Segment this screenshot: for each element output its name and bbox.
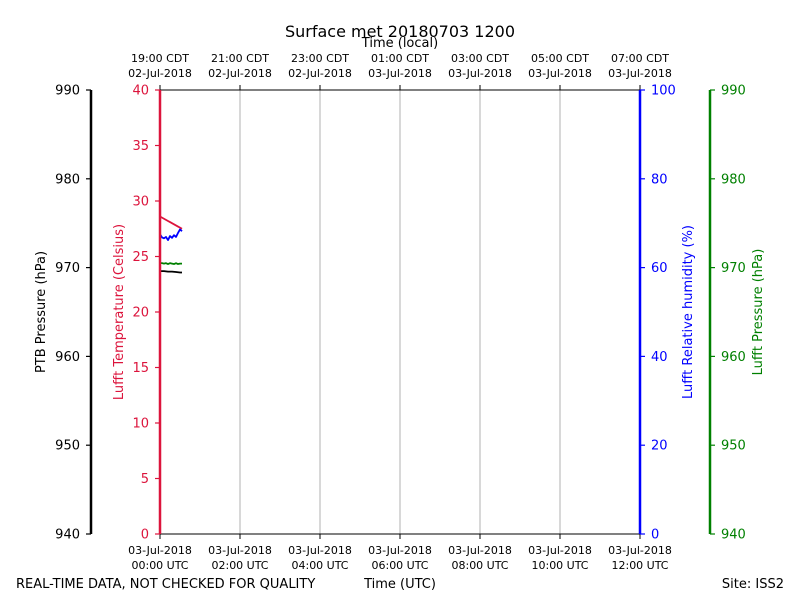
top-x-tick-time: 07:00 CDT (611, 52, 669, 65)
bottom-x-tick-time: 02:00 UTC (211, 559, 268, 572)
bottom-x-tick-label: 03-Jul-2018 02:00 UTC (208, 544, 272, 572)
top-x-axis-label: Time (local) (361, 36, 438, 51)
y-tick-label-temperature: 30 (132, 195, 149, 210)
y-axis-temperature: 0 5 10 15 20 25 30 35 40 Lufft Temperature (Celsi… (112, 84, 162, 543)
bottom-x-tick-date: 03-Jul-2018 (128, 544, 192, 557)
series-line-ptb_pressure (160, 270, 182, 274)
top-x-tick-time: 19:00 CDT (131, 52, 189, 65)
top-x-tick-time: 05:00 CDT (531, 52, 589, 65)
top-x-tick-date: 02-Jul-2018 (288, 67, 352, 80)
top-x-tick-time: 23:00 CDT (291, 52, 349, 65)
top-x-tick-label: 05:00 CDT 03-Jul-2018 (528, 52, 592, 80)
top-x-tick-label: 21:00 CDT 02-Jul-2018 (208, 52, 272, 80)
top-x-tick-date: 03-Jul-2018 (608, 67, 672, 80)
y-tick-label-humidity: 60 (651, 261, 668, 276)
y-tick-label-ptb_pressure: 960 (55, 350, 80, 365)
y-tick-label-lufft_pressure: 980 (721, 172, 746, 187)
series-line-humidity (159, 228, 183, 241)
top-x-tick-label: 23:00 CDT 02-Jul-2018 (288, 52, 352, 80)
bottom-x-tick-time: 06:00 UTC (371, 559, 428, 572)
quality-disclaimer: REAL-TIME DATA, NOT CHECKED FOR QUALITY (16, 577, 315, 592)
bottom-x-tick-date: 03-Jul-2018 (368, 544, 432, 557)
y-tick-label-humidity: 80 (651, 172, 668, 187)
y-tick-label-lufft_pressure: 940 (721, 528, 746, 543)
y-tick-label-temperature: 10 (132, 417, 149, 432)
site-label: Site: ISS2 (722, 577, 784, 592)
series-line-temperature (159, 215, 183, 230)
y-axis-title-ptb_pressure: PTB Pressure (hPa) (34, 251, 49, 373)
gridlines (239, 90, 561, 534)
series-line-lufft_pressure (160, 262, 182, 265)
bottom-x-axis-label: Time (UTC) (363, 577, 436, 592)
y-tick-label-lufft_pressure: 970 (721, 261, 746, 276)
top-x-tick-label: 07:00 CDT 03-Jul-2018 (608, 52, 672, 80)
bottom-x-tick-time: 04:00 UTC (291, 559, 348, 572)
y-axis-title-temperature: Lufft Temperature (Celsius) (112, 224, 127, 400)
top-x-tick-label: 01:00 CDT 03-Jul-2018 (368, 52, 432, 80)
bottom-x-tick-label: 03-Jul-2018 00:00 UTC (128, 544, 192, 572)
y-tick-label-humidity: 100 (651, 84, 676, 99)
bottom-x-tick-label: 03-Jul-2018 04:00 UTC (288, 544, 352, 572)
y-tick-label-lufft_pressure: 990 (721, 84, 746, 99)
y-tick-label-lufft_pressure: 960 (721, 350, 746, 365)
bottom-x-tick-label: 03-Jul-2018 12:00 UTC (608, 544, 672, 572)
y-tick-label-ptb_pressure: 990 (55, 84, 80, 99)
y-axes: 940 950 960 970 980 990 PTB Pressure (hPa) 0 5 10… (34, 84, 766, 543)
y-tick-label-lufft_pressure: 950 (721, 439, 746, 454)
y-tick-label-temperature: 5 (141, 472, 149, 487)
data-series (159, 215, 183, 274)
bottom-x-tick-date: 03-Jul-2018 (448, 544, 512, 557)
y-axis-title-humidity: Lufft Relative humidity (%) (681, 225, 696, 399)
y-tick-label-temperature: 20 (132, 306, 149, 321)
bottom-x-tick-label: 03-Jul-2018 08:00 UTC (448, 544, 512, 572)
y-tick-label-ptb_pressure: 980 (55, 172, 80, 187)
y-tick-label-ptb_pressure: 970 (55, 261, 80, 276)
top-x-tick-date: 02-Jul-2018 (128, 67, 192, 80)
y-tick-label-ptb_pressure: 940 (55, 528, 80, 543)
top-x-tick-date: 03-Jul-2018 (368, 67, 432, 80)
y-axis-humidity: 0 20 40 60 80 100 Lufft Relative humidity (%) (638, 84, 696, 543)
y-axis-lufft_pressure: 940 950 960 970 980 990 Lufft Pressure (hPa) (708, 84, 766, 543)
y-tick-label-ptb_pressure: 950 (55, 439, 80, 454)
chart-title: Surface met 20180703 1200 (285, 22, 515, 41)
top-x-tick-time: 03:00 CDT (451, 52, 509, 65)
y-axis-title-lufft_pressure: Lufft Pressure (hPa) (751, 249, 766, 376)
bottom-x-tick-date: 03-Jul-2018 (288, 544, 352, 557)
y-tick-label-temperature: 35 (132, 139, 149, 154)
y-tick-label-humidity: 0 (651, 528, 659, 543)
top-x-tick-date: 02-Jul-2018 (208, 67, 272, 80)
top-x-tick-label: 19:00 CDT 02-Jul-2018 (128, 52, 192, 80)
top-x-tick-label: 03:00 CDT 03-Jul-2018 (448, 52, 512, 80)
bottom-x-tick-time: 12:00 UTC (611, 559, 668, 572)
bottom-x-tick-time: 08:00 UTC (451, 559, 508, 572)
y-tick-label-temperature: 25 (132, 250, 149, 265)
bottom-x-axis: 03-Jul-2018 00:00 UTC 03-Jul-2018 02:00 UTC… (128, 534, 672, 572)
bottom-x-tick-label: 03-Jul-2018 10:00 UTC (528, 544, 592, 572)
bottom-x-tick-date: 03-Jul-2018 (208, 544, 272, 557)
top-x-tick-date: 03-Jul-2018 (528, 67, 592, 80)
bottom-x-tick-date: 03-Jul-2018 (608, 544, 672, 557)
bottom-x-tick-date: 03-Jul-2018 (528, 544, 592, 557)
top-x-tick-time: 21:00 CDT (211, 52, 269, 65)
y-tick-label-temperature: 0 (141, 528, 149, 543)
y-tick-label-temperature: 15 (132, 361, 149, 376)
bottom-x-tick-label: 03-Jul-2018 06:00 UTC (368, 544, 432, 572)
y-tick-label-humidity: 40 (651, 350, 668, 365)
top-x-tick-time: 01:00 CDT (371, 52, 429, 65)
y-axis-ptb_pressure: 940 950 960 970 980 990 PTB Pressure (hPa) (34, 84, 93, 543)
bottom-x-tick-time: 00:00 UTC (131, 559, 188, 572)
top-x-axis: 19:00 CDT 02-Jul-2018 21:00 CDT 02-Jul-2018… (128, 52, 672, 90)
bottom-x-tick-time: 10:00 UTC (531, 559, 588, 572)
top-x-tick-date: 03-Jul-2018 (448, 67, 512, 80)
y-tick-label-humidity: 20 (651, 439, 668, 454)
y-tick-label-temperature: 40 (132, 84, 149, 99)
